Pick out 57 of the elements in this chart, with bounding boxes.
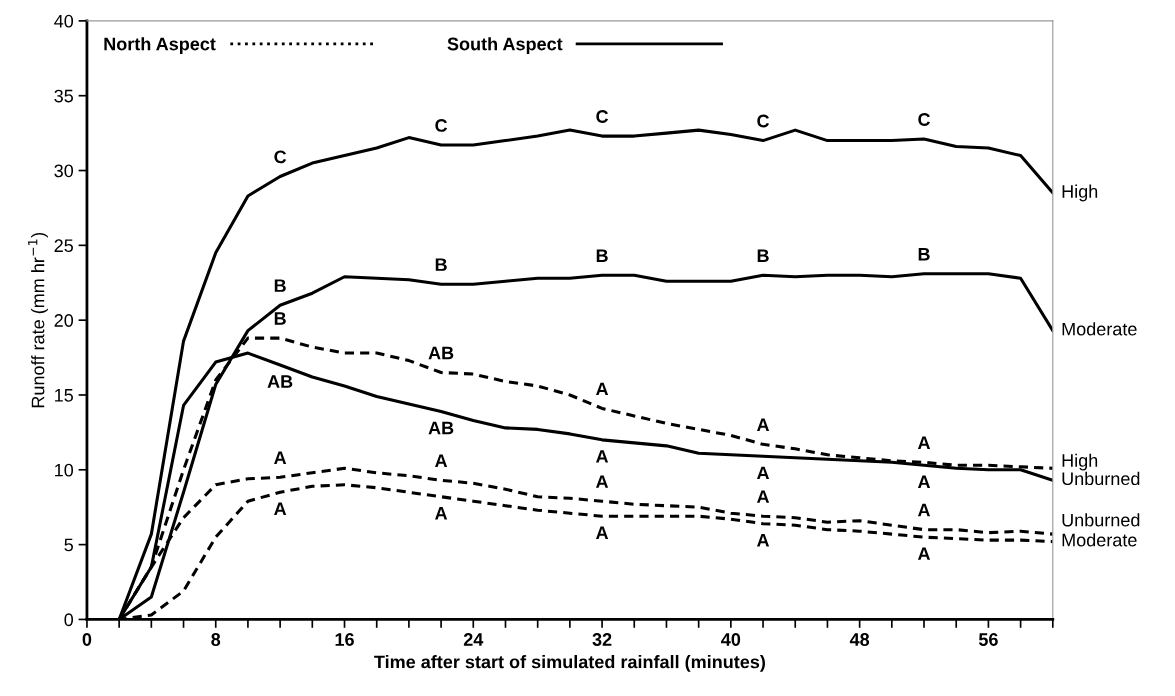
y-tick-label: 5 xyxy=(64,538,73,552)
x-tick-label: 0 xyxy=(82,633,92,646)
series-label: Moderate xyxy=(1062,322,1137,336)
annotation: C xyxy=(757,114,770,128)
annotation: AB xyxy=(428,421,454,435)
y-tick-label: 0 xyxy=(64,613,74,627)
series-label: Unburned xyxy=(1062,513,1140,527)
annotation: A xyxy=(596,475,609,488)
annotation: C xyxy=(274,150,287,164)
annotation: A xyxy=(435,454,448,467)
annotation: A xyxy=(596,526,609,539)
annotation: B xyxy=(757,249,769,262)
x-tick-label: 40 xyxy=(721,633,741,646)
annotation: C xyxy=(435,119,448,132)
annotation: A xyxy=(435,507,448,520)
annotation: B xyxy=(435,258,447,271)
annotation: A xyxy=(756,490,770,503)
annotation: AB xyxy=(428,346,454,360)
x-tick-label: 32 xyxy=(592,633,612,646)
y-tick-label: 20 xyxy=(54,314,74,327)
y-tick-label: 10 xyxy=(55,463,74,477)
annotation: A xyxy=(596,450,609,463)
y-axis-title: Runoff rate (mm hr$^{−1}$) xyxy=(28,232,48,408)
annotation: A xyxy=(917,475,931,489)
series-label: High xyxy=(1062,453,1098,471)
x-tick-label: 48 xyxy=(849,633,870,646)
y-tick-label: 40 xyxy=(54,14,74,28)
annotation: C xyxy=(596,110,609,123)
annotation: B xyxy=(918,247,930,261)
annotation: A xyxy=(756,533,770,547)
annotation: A xyxy=(917,436,931,449)
series-label: High xyxy=(1062,184,1098,202)
annotation: B xyxy=(274,312,286,325)
annotation: A xyxy=(917,503,931,517)
annotation: A xyxy=(596,382,609,396)
annotation: A xyxy=(756,418,770,431)
x-tick-label: 56 xyxy=(978,633,998,646)
x-axis-title: Time after start of simulated rainfall (minutes) xyxy=(374,655,765,672)
series-label: Moderate xyxy=(1062,533,1137,547)
x-tick-label: 16 xyxy=(335,633,354,646)
annotation: A xyxy=(274,502,287,515)
y-tick-label: 35 xyxy=(54,89,73,103)
annotation: A xyxy=(756,466,770,480)
y-tick-label: 25 xyxy=(54,239,73,253)
annotation: A xyxy=(917,547,931,560)
y-tick-label: 15 xyxy=(55,389,73,402)
x-tick-label: 24 xyxy=(463,633,484,646)
annotation: AB xyxy=(267,375,293,388)
annotation: North Aspect xyxy=(104,37,216,54)
series-label: Unburned xyxy=(1062,471,1140,486)
annotation: B xyxy=(274,279,286,292)
y-tick-label: 30 xyxy=(54,164,74,178)
annotation: C xyxy=(918,113,931,126)
annotation: A xyxy=(274,451,287,464)
annotation: B xyxy=(596,249,608,262)
x-tick-label: 8 xyxy=(211,633,221,646)
annotation: South Aspect xyxy=(447,37,563,54)
